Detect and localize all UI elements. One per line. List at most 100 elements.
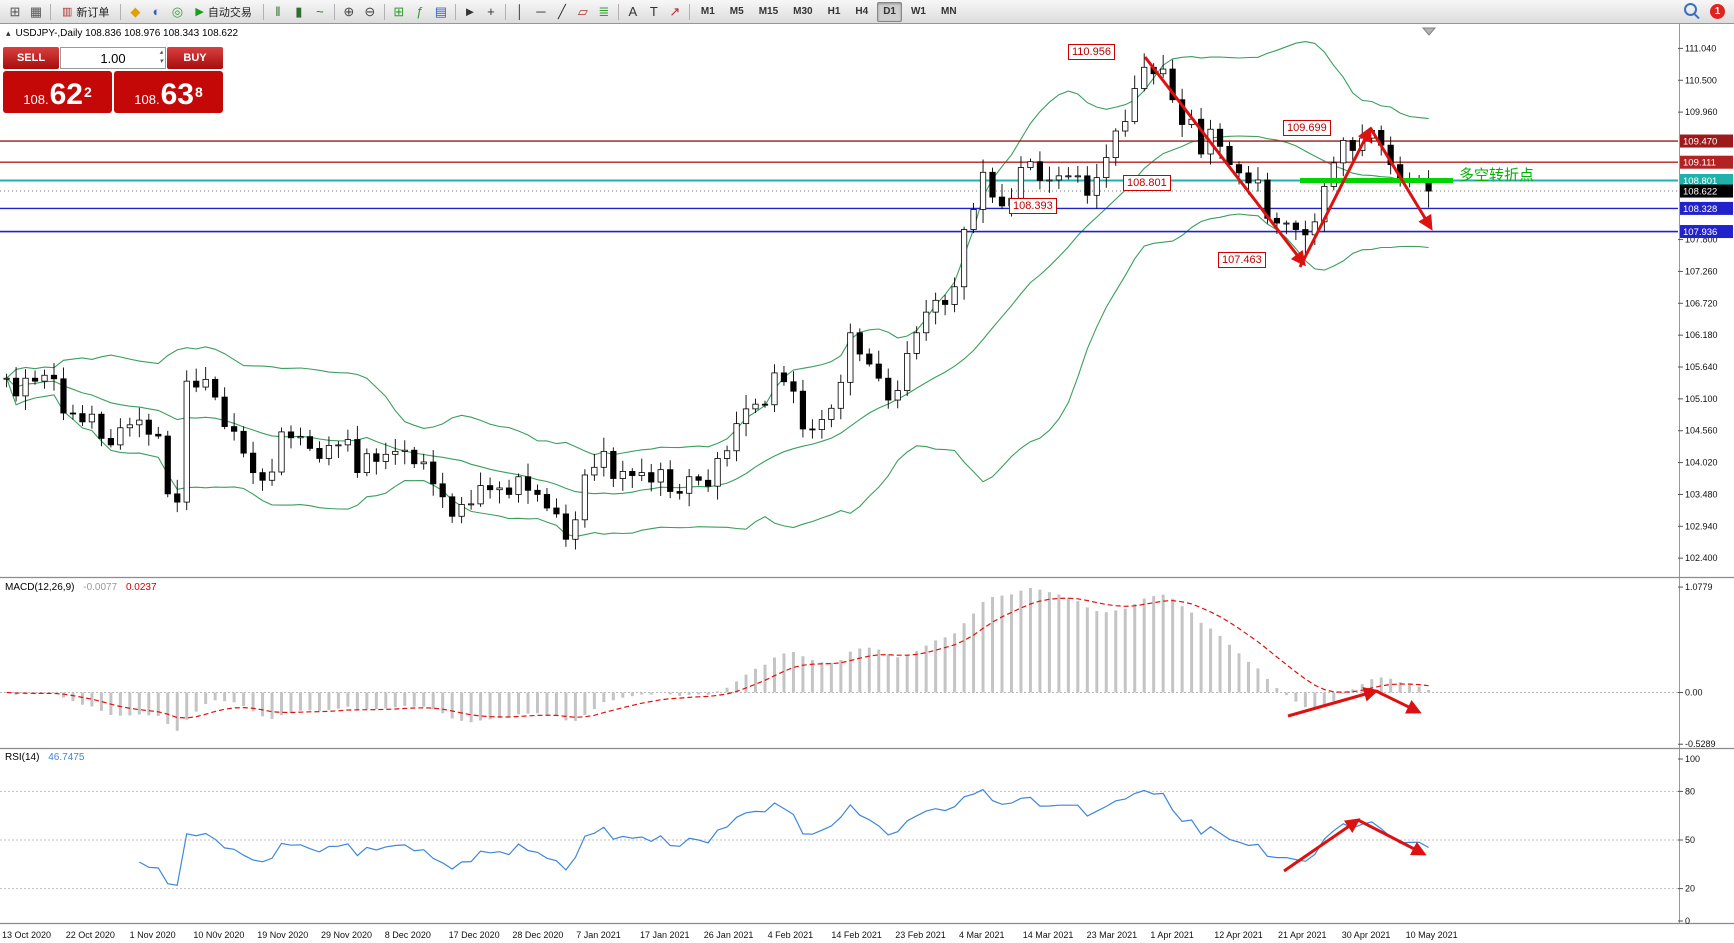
timeframe-w1[interactable]: W1: [910, 5, 926, 17]
svg-text:26 Jan 2021: 26 Jan 2021: [704, 930, 754, 940]
cursor-icon[interactable]: ►: [463, 3, 477, 19]
svg-text:102.400: 102.400: [1685, 553, 1718, 563]
svg-text:29 Nov 2020: 29 Nov 2020: [321, 930, 372, 940]
experts-icon[interactable]: ◎: [171, 3, 184, 19]
timeframe-m1[interactable]: M1: [700, 5, 715, 17]
macd-label: MACD(12,26,9): [5, 582, 75, 593]
volume-down-icon[interactable]: ▾: [159, 58, 163, 65]
timeframe-h1[interactable]: H1: [827, 5, 841, 17]
svg-text:80: 80: [1685, 786, 1695, 796]
timeframe-mn[interactable]: MN: [940, 5, 957, 17]
one-click-toggle-icon[interactable]: ▴: [6, 28, 11, 38]
text-icon[interactable]: A: [628, 3, 638, 19]
vertical-line-icon[interactable]: │: [515, 3, 524, 19]
annotation-layer[interactable]: [1143, 56, 1453, 873]
svg-text:28 Dec 2020: 28 Dec 2020: [512, 930, 563, 940]
timeframe-m15[interactable]: M15: [758, 5, 779, 17]
indicators-icon[interactable]: ƒ: [416, 3, 424, 19]
volume-value: 1.00: [100, 50, 126, 66]
zoom-out-icon[interactable]: ⊖: [364, 3, 376, 19]
macd-signal-value: 0.0237: [125, 582, 157, 593]
volume-up-icon[interactable]: ▴: [159, 49, 163, 56]
svg-text:109.470: 109.470: [1683, 137, 1717, 148]
one-click-trading-panel: SELL 1.00 ▴ ▾ BUY 108. 62 2 108. 63 8: [3, 47, 223, 113]
toolbar-separator: [262, 3, 264, 20]
svg-text:8 Dec 2020: 8 Dec 2020: [385, 930, 431, 940]
buy-price-small: 108.: [134, 92, 160, 107]
svg-text:0: 0: [1685, 916, 1690, 926]
svg-text:109.111: 109.111: [1683, 158, 1716, 169]
chart-symbol-title: USDJPY-,Daily 108.836 108.976 108.343 10…: [15, 28, 239, 39]
svg-text:102.940: 102.940: [1685, 521, 1718, 531]
volume-field[interactable]: 1.00 ▴ ▾: [60, 47, 166, 69]
price-label-annotation[interactable]: 107.463: [1218, 252, 1266, 268]
volume-spinner[interactable]: ▴ ▾: [159, 48, 163, 66]
new-chart-icon[interactable]: ⊞: [9, 3, 21, 19]
svg-text:108.328: 108.328: [1683, 204, 1717, 215]
price-label-annotation[interactable]: 110.956: [1068, 44, 1115, 60]
sell-button[interactable]: SELL: [3, 47, 59, 69]
axis-layer[interactable]: 111.040 110.500 109.960 107.800 107.260 106.7…: [0, 24, 1734, 940]
arrows-icon[interactable]: ↗: [669, 3, 681, 19]
favorites-icon[interactable]: ◆: [130, 3, 141, 19]
svg-text:104.560: 104.560: [1685, 426, 1718, 436]
svg-text:-0.5289: -0.5289: [1685, 739, 1716, 749]
svg-text:109.960: 109.960: [1685, 107, 1718, 117]
toolbar-separator: [617, 3, 619, 20]
svg-text:50: 50: [1685, 835, 1695, 845]
price-label-annotation[interactable]: 108.393: [1009, 198, 1057, 214]
timeframe-d1[interactable]: D1: [877, 1, 902, 22]
auto-trading-button[interactable]: ▶ 自动交易: [188, 2, 258, 22]
toolbar-separator: [333, 3, 335, 20]
price-label-annotation[interactable]: 109.699: [1283, 120, 1331, 136]
rsi-value: 46.7475: [48, 752, 85, 763]
sell-price-box[interactable]: 108. 62 2: [3, 71, 112, 113]
price-label-annotation[interactable]: 108.801: [1123, 175, 1171, 191]
buy-price-box[interactable]: 108. 63 8: [114, 71, 223, 113]
svg-text:23 Mar 2021: 23 Mar 2021: [1087, 930, 1138, 940]
svg-text:100: 100: [1685, 754, 1700, 764]
notification-badge[interactable]: 1: [1710, 4, 1725, 19]
new-order-button[interactable]: ▥ 新订单: [55, 2, 116, 22]
trendline-icon[interactable]: ╱: [557, 3, 566, 19]
line-chart-icon[interactable]: ~: [316, 3, 324, 19]
timeframe-m30[interactable]: M30: [793, 5, 813, 17]
tile-windows-icon[interactable]: ⊞: [393, 3, 405, 19]
svg-text:12 Apr 2021: 12 Apr 2021: [1214, 930, 1263, 940]
horizontal-line-icon[interactable]: ─: [536, 3, 546, 19]
sell-price-big: 62: [49, 78, 83, 111]
toolbar-separator: [120, 3, 122, 20]
svg-text:20: 20: [1685, 884, 1695, 894]
svg-text:7 Jan 2021: 7 Jan 2021: [576, 930, 621, 940]
toolbar-separator: [383, 3, 385, 20]
svg-text:1 Apr 2021: 1 Apr 2021: [1150, 930, 1194, 940]
text-label-icon[interactable]: T: [649, 3, 658, 19]
toolbar-separator: [454, 3, 456, 20]
svg-text:105.640: 105.640: [1685, 362, 1718, 372]
bar-chart-icon[interactable]: ‖: [275, 3, 281, 19]
fibonacci-icon[interactable]: ≣: [598, 3, 610, 19]
svg-text:14 Mar 2021: 14 Mar 2021: [1023, 930, 1074, 940]
timeframe-m5[interactable]: M5: [729, 5, 744, 17]
timeframe-h4[interactable]: H4: [855, 5, 869, 17]
equidistant-channel-icon[interactable]: ▱: [577, 3, 588, 19]
buy-button[interactable]: BUY: [167, 47, 223, 69]
svg-text:0.00: 0.00: [1685, 688, 1703, 698]
search-icon[interactable]: [1684, 3, 1697, 16]
svg-text:4 Mar 2021: 4 Mar 2021: [959, 930, 1005, 940]
market-watch-icon[interactable]: ◐: [152, 3, 161, 19]
svg-text:103.480: 103.480: [1685, 489, 1718, 499]
turning-point-label[interactable]: 多空转折点: [1459, 167, 1535, 184]
zoom-in-icon[interactable]: ⊕: [343, 3, 355, 19]
auto-trading-button-label: 自动交易: [207, 6, 252, 19]
toolbar-separator: [50, 3, 51, 20]
crosshair-icon[interactable]: +: [487, 3, 495, 19]
profiles-icon[interactable]: ▦: [29, 3, 43, 19]
indicator-layer: [0, 588, 1678, 890]
svg-text:108.801: 108.801: [1683, 176, 1717, 187]
candlestick-chart-icon[interactable]: ▮: [295, 3, 303, 19]
templates-icon[interactable]: ▤: [434, 3, 448, 19]
svg-text:14 Feb 2021: 14 Feb 2021: [831, 930, 882, 940]
